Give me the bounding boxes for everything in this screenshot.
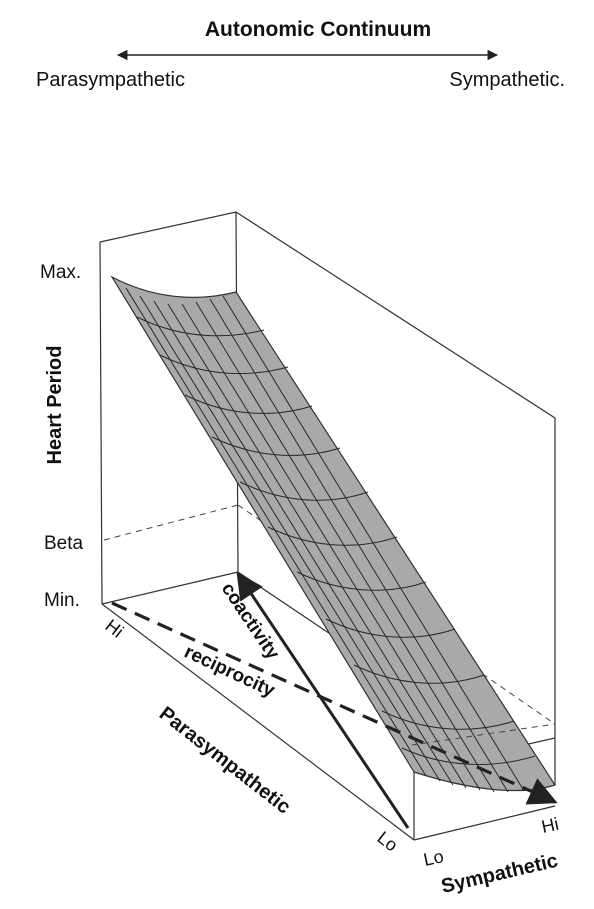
box-top-back-edge bbox=[99, 211, 556, 785]
box-floor-parasympathetic-edge bbox=[101, 603, 415, 841]
z-tick-beta: Beta bbox=[44, 533, 84, 554]
box-floor-sympathetic-edge bbox=[413, 805, 556, 841]
symp-axis-title: Sympathetic bbox=[439, 850, 560, 898]
coactivity-arrow bbox=[236, 571, 410, 829]
z-axis-title: Heart Period bbox=[44, 346, 66, 465]
continuum-title: Autonomic Continuum bbox=[205, 18, 431, 41]
continuum-right-label: Sympathetic. bbox=[449, 69, 565, 91]
beta-plane-front bbox=[411, 723, 556, 746]
symp-tick-lo: Lo bbox=[422, 846, 446, 870]
para-tick-hi: Hi bbox=[102, 615, 128, 641]
z-tick-max: Max. bbox=[40, 262, 81, 283]
beta-plane-front-edge bbox=[411, 723, 556, 746]
box-left-vertical-edge bbox=[99, 241, 103, 605]
box-floor-back-left-edge bbox=[101, 571, 239, 605]
beta-plane-back-left bbox=[103, 504, 239, 541]
continuum-left-label: Parasympathetic bbox=[36, 69, 185, 91]
surface-grid bbox=[125, 287, 536, 793]
reciprocity-arrow bbox=[111, 601, 558, 805]
para-tick-lo: Lo bbox=[374, 827, 402, 855]
heart-period-surface bbox=[110, 275, 556, 793]
z-tick-min: Min. bbox=[44, 590, 80, 611]
symp-tick-hi: Hi bbox=[540, 814, 561, 837]
para-axis-title: Parasympathetic bbox=[155, 703, 295, 819]
